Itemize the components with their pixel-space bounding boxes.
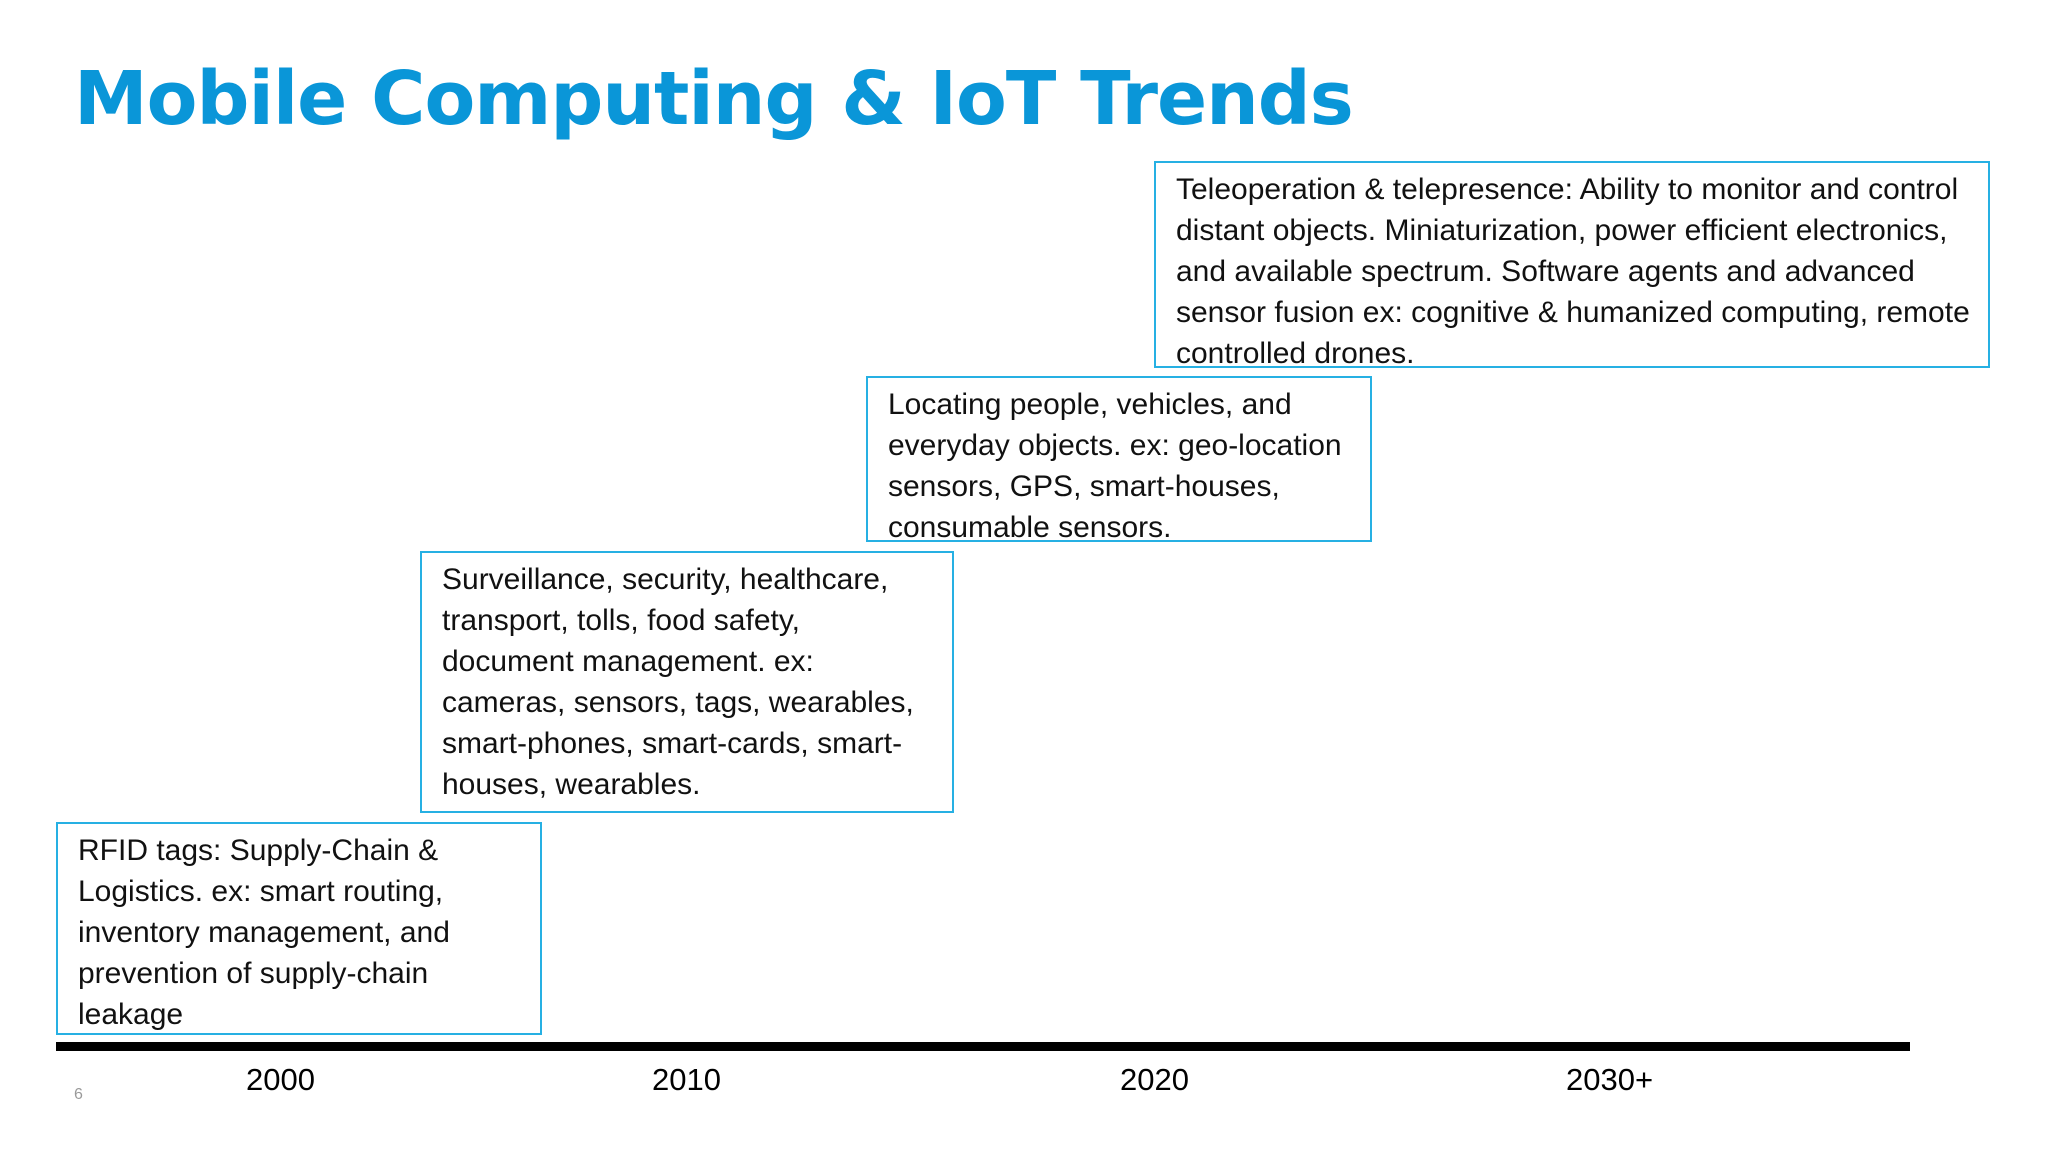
trend-box-locating: Locating people, vehicles, and everyday …: [866, 376, 1372, 544]
timeline-year-2020: 2020: [1120, 1062, 1189, 1097]
trend-box-text: Locating people, vehicles, and everyday …: [888, 388, 1342, 544]
trend-box-text: RFID tags: Supply-Chain & Logistics. ex:…: [78, 834, 450, 1031]
timeline-year-2000: 2000: [246, 1062, 315, 1097]
slide-title: Mobile Computing & IoT Trends: [74, 56, 1354, 142]
timeline-year-2030-plus: 2030+: [1566, 1062, 1654, 1097]
trend-box-surveillance: Surveillance, security, healthcare, tran…: [420, 551, 954, 813]
trend-box-rfid: RFID tags: Supply-Chain & Logistics. ex:…: [56, 822, 542, 1035]
trend-box-text: Teleoperation & telepresence: Ability to…: [1176, 173, 1970, 370]
timeline-axis: [56, 1042, 1910, 1051]
page-number: 6: [74, 1086, 83, 1103]
timeline-year-2010: 2010: [652, 1062, 721, 1097]
trend-box-teleoperation: Teleoperation & telepresence: Ability to…: [1154, 161, 1990, 370]
trend-box-text: Surveillance, security, healthcare, tran…: [442, 563, 914, 801]
